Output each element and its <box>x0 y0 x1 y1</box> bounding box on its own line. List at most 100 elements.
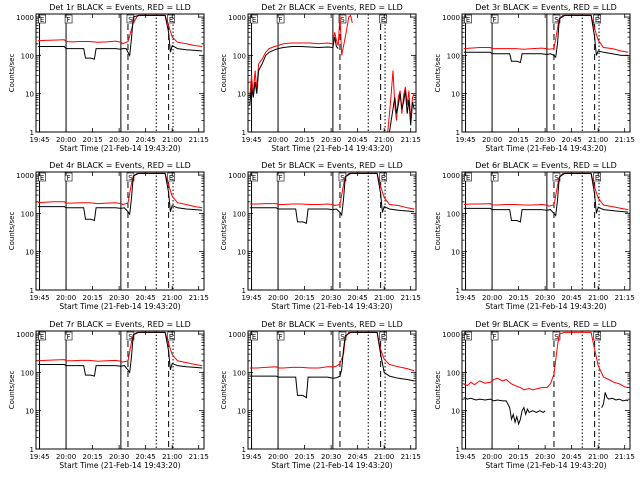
marker-box <box>593 14 601 24</box>
marker-box <box>379 14 387 24</box>
panel-det-2: Det 2r BLACK = Events, RED = LLD E F S E 1 10 1… <box>220 3 421 153</box>
panel-title: Det 1r BLACK = Events, RED = LLD <box>49 3 191 12</box>
events-series-line <box>249 172 415 224</box>
x-tick-label: 21:00 <box>374 294 394 302</box>
x-tick-label: 20:45 <box>136 136 156 144</box>
marker-label: F <box>67 16 71 24</box>
marker-box <box>379 172 387 182</box>
marker-box <box>126 172 135 182</box>
marker-label: F <box>279 16 283 24</box>
x-tick-label: 20:00 <box>268 453 288 461</box>
panel-det-5: Det 5r BLACK = Events, RED = LLD E F S E 1 10 1… <box>220 161 421 311</box>
marker-box <box>126 14 135 24</box>
y-tick-label: 10 <box>25 91 34 99</box>
marker-box <box>276 172 285 182</box>
marker-box <box>490 14 499 24</box>
marker-label: E <box>381 333 385 341</box>
events-series-line <box>37 331 203 377</box>
x-tick-label: 21:00 <box>374 136 394 144</box>
x-axis-title: Start Time (21-Feb-14 19:43:20) <box>485 302 606 311</box>
lld-series-line <box>463 331 629 391</box>
y-axis-title: Counts/sec <box>220 371 228 410</box>
x-tick-label: 20:00 <box>482 136 502 144</box>
x-tick-label: 20:45 <box>562 453 582 461</box>
series-group <box>249 331 415 399</box>
plot-frame <box>35 171 205 291</box>
y-tick-label: 100 <box>21 369 34 377</box>
x-tick-label: 19:45 <box>29 294 49 302</box>
marker-label: S <box>554 333 559 341</box>
lld-series-line <box>463 14 629 53</box>
y-axis-title: Counts/sec <box>8 371 16 410</box>
x-tick-label: 21:00 <box>588 453 608 461</box>
x-tick-label: 20:30 <box>321 453 341 461</box>
panel-title: Det 5r BLACK = Events, RED = LLD <box>261 161 403 170</box>
x-tick-label: 21:15 <box>189 294 209 302</box>
marker-box <box>126 331 135 341</box>
x-tick-label: 20:30 <box>321 136 341 144</box>
x-tick-label: 19:45 <box>29 453 49 461</box>
y-axis-title: Counts/sec <box>220 54 228 93</box>
x-axis-title: Start Time (21-Feb-14 19:43:20) <box>485 461 606 470</box>
x-axis-title: Start Time (21-Feb-14 19:43:20) <box>59 302 180 311</box>
marker-label: S <box>128 174 133 182</box>
marker-box <box>167 172 175 182</box>
marker-box <box>38 14 46 24</box>
panel-title: Det 3r BLACK = Events, RED = LLD <box>475 3 617 12</box>
plot-frame <box>461 330 631 450</box>
y-axis-title: Counts/sec <box>8 212 16 251</box>
marker-label: E <box>252 174 256 182</box>
marker-label: S <box>340 174 345 182</box>
plot-frame <box>247 330 417 450</box>
x-tick-label: 20:15 <box>508 294 528 302</box>
x-tick-label: 19:45 <box>29 136 49 144</box>
x-axis-title: Start Time (21-Feb-14 19:43:20) <box>59 144 180 153</box>
events-series-line <box>601 392 629 408</box>
y-tick-label: 10 <box>451 408 460 416</box>
lld-series-line <box>463 172 629 211</box>
events-series-line <box>249 331 415 399</box>
lld-series-line <box>249 172 415 210</box>
y-tick-label: 10 <box>237 91 246 99</box>
marker-label: E <box>466 16 470 24</box>
marker-label: F <box>279 174 283 182</box>
marker-label: S <box>340 16 345 24</box>
x-tick-label: 20:30 <box>535 136 555 144</box>
panel-det-8: Det 8r BLACK = Events, RED = LLD E F S E 1 10 1… <box>220 320 421 470</box>
y-tick-label: 10 <box>25 249 34 257</box>
lld-series-line <box>249 331 415 372</box>
panel-det-7: Det 7r BLACK = Events, RED = LLD E F S E 1 10 1… <box>8 320 209 470</box>
marker-box <box>38 331 46 341</box>
y-tick-label: 1000 <box>228 331 246 339</box>
panel-title: Det 8r BLACK = Events, RED = LLD <box>261 320 403 329</box>
x-tick-label: 19:45 <box>455 136 475 144</box>
y-axis-title: Counts/sec <box>8 54 16 93</box>
y-axis-title: Counts/sec <box>220 212 228 251</box>
x-tick-label: 20:30 <box>109 453 129 461</box>
panel-det-6: Det 6r BLACK = Events, RED = LLD E F S E 1 10 1… <box>434 161 635 311</box>
x-tick-label: 20:15 <box>508 136 528 144</box>
x-tick-label: 20:15 <box>294 136 314 144</box>
x-tick-label: 21:15 <box>615 294 635 302</box>
marker-box <box>552 331 561 341</box>
marker-label: E <box>40 16 44 24</box>
marker-label: F <box>67 333 71 341</box>
y-tick-label: 1 <box>456 287 460 295</box>
marker-label: S <box>128 16 133 24</box>
x-tick-label: 19:45 <box>455 294 475 302</box>
y-axis-title: Counts/sec <box>434 371 442 410</box>
y-tick-label: 100 <box>447 369 460 377</box>
y-tick-label: 1000 <box>442 331 460 339</box>
marker-box <box>250 172 258 182</box>
x-axis-title: Start Time (21-Feb-14 19:43:20) <box>59 461 180 470</box>
y-axis-title: Counts/sec <box>434 212 442 251</box>
series-group <box>37 172 203 222</box>
series-group <box>249 14 415 132</box>
x-tick-label: 21:15 <box>615 136 635 144</box>
panel-title: Det 6r BLACK = Events, RED = LLD <box>475 161 617 170</box>
marker-label: E <box>252 16 256 24</box>
x-tick-label: 19:45 <box>455 453 475 461</box>
y-tick-label: 1 <box>30 287 34 295</box>
x-tick-label: 21:15 <box>189 453 209 461</box>
